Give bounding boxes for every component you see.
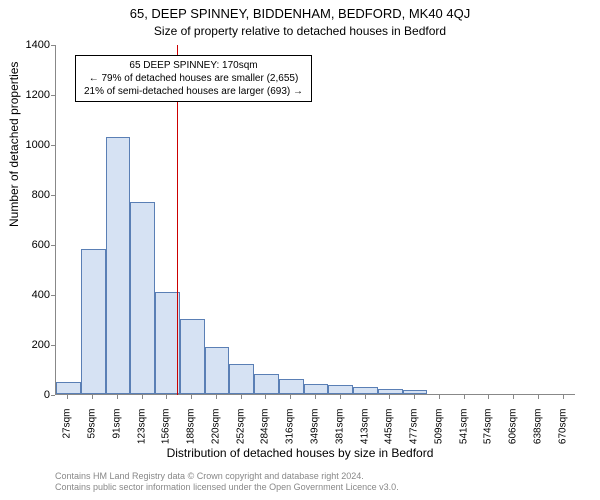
histogram-bar [56, 382, 81, 395]
ytick-mark [51, 195, 55, 196]
xtick-mark [389, 395, 390, 399]
footer: Contains HM Land Registry data © Crown c… [55, 471, 399, 494]
xtick-mark [365, 395, 366, 399]
ytick-mark [51, 45, 55, 46]
histogram-bar [353, 387, 378, 395]
ytick-label: 1000 [26, 139, 50, 151]
xtick-mark [538, 395, 539, 399]
xtick-mark [67, 395, 68, 399]
histogram-bar [106, 137, 131, 395]
ytick-label: 800 [32, 189, 50, 201]
x-axis-label: Distribution of detached houses by size … [0, 446, 600, 460]
ytick-label: 1200 [26, 89, 50, 101]
ytick-mark [51, 145, 55, 146]
xtick-mark [488, 395, 489, 399]
xtick-mark [414, 395, 415, 399]
histogram-bar [328, 385, 353, 394]
ytick-label: 400 [32, 289, 50, 301]
chart-container: 65, DEEP SPINNEY, BIDDENHAM, BEDFORD, MK… [0, 0, 600, 500]
ytick-mark [51, 345, 55, 346]
xtick-mark [340, 395, 341, 399]
ytick-mark [51, 395, 55, 396]
histogram-bar [403, 390, 428, 394]
xtick-mark [265, 395, 266, 399]
histogram-bar [130, 202, 155, 395]
xtick-mark [464, 395, 465, 399]
histogram-bar [229, 364, 254, 394]
histogram-bar [378, 389, 403, 394]
footer-line2: Contains public sector information licen… [55, 482, 399, 494]
histogram-bar [81, 249, 106, 394]
annotation-line3: 21% of semi-detached houses are larger (… [84, 85, 303, 98]
annotation-line1: 65 DEEP SPINNEY: 170sqm [84, 59, 303, 72]
histogram-bar [279, 379, 304, 394]
annotation-box: 65 DEEP SPINNEY: 170sqm ← 79% of detache… [75, 55, 312, 102]
xtick-mark [563, 395, 564, 399]
ytick-mark [51, 245, 55, 246]
histogram-bar [180, 319, 205, 394]
xtick-mark [439, 395, 440, 399]
xtick-mark [191, 395, 192, 399]
histogram-bar [155, 292, 180, 395]
chart-title-sub: Size of property relative to detached ho… [0, 24, 600, 38]
ytick-label: 0 [44, 389, 50, 401]
xtick-mark [315, 395, 316, 399]
ytick-label: 600 [32, 239, 50, 251]
y-axis-label: Number of detached properties [7, 62, 21, 227]
footer-line1: Contains HM Land Registry data © Crown c… [55, 471, 399, 483]
histogram-bar [205, 347, 230, 395]
ytick-mark [51, 295, 55, 296]
xtick-mark [142, 395, 143, 399]
xtick-mark [92, 395, 93, 399]
ytick-label: 1400 [26, 39, 50, 51]
histogram-bar [254, 374, 279, 394]
xtick-mark [166, 395, 167, 399]
histogram-bar [304, 384, 329, 394]
xtick-mark [241, 395, 242, 399]
xtick-mark [216, 395, 217, 399]
ytick-mark [51, 95, 55, 96]
xtick-mark [117, 395, 118, 399]
ytick-label: 200 [32, 339, 50, 351]
chart-title-main: 65, DEEP SPINNEY, BIDDENHAM, BEDFORD, MK… [0, 6, 600, 21]
xtick-mark [513, 395, 514, 399]
annotation-line2: ← 79% of detached houses are smaller (2,… [84, 72, 303, 85]
xtick-mark [290, 395, 291, 399]
